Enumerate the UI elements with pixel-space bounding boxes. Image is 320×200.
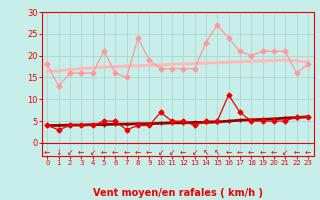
Text: ↖: ↖ bbox=[203, 148, 209, 157]
Text: ↙: ↙ bbox=[282, 148, 288, 157]
Text: ←: ← bbox=[248, 148, 254, 157]
Text: ←: ← bbox=[44, 148, 51, 157]
X-axis label: Vent moyen/en rafales ( km/h ): Vent moyen/en rafales ( km/h ) bbox=[92, 188, 263, 198]
Text: ←: ← bbox=[101, 148, 107, 157]
Text: ↙: ↙ bbox=[89, 148, 96, 157]
Text: ←: ← bbox=[237, 148, 243, 157]
Text: ←: ← bbox=[146, 148, 152, 157]
Text: ←: ← bbox=[78, 148, 84, 157]
Text: ←: ← bbox=[135, 148, 141, 157]
Text: ←: ← bbox=[180, 148, 187, 157]
Text: ←: ← bbox=[293, 148, 300, 157]
Text: ↓: ↓ bbox=[55, 148, 62, 157]
Text: ←: ← bbox=[225, 148, 232, 157]
Text: ↙: ↙ bbox=[157, 148, 164, 157]
Text: ↙: ↙ bbox=[67, 148, 73, 157]
Text: ↙: ↙ bbox=[191, 148, 198, 157]
Text: ↙: ↙ bbox=[169, 148, 175, 157]
Text: ←: ← bbox=[305, 148, 311, 157]
Text: ←: ← bbox=[112, 148, 118, 157]
Text: ↖: ↖ bbox=[214, 148, 220, 157]
Text: ←: ← bbox=[260, 148, 266, 157]
Text: ←: ← bbox=[271, 148, 277, 157]
Text: ←: ← bbox=[124, 148, 130, 157]
